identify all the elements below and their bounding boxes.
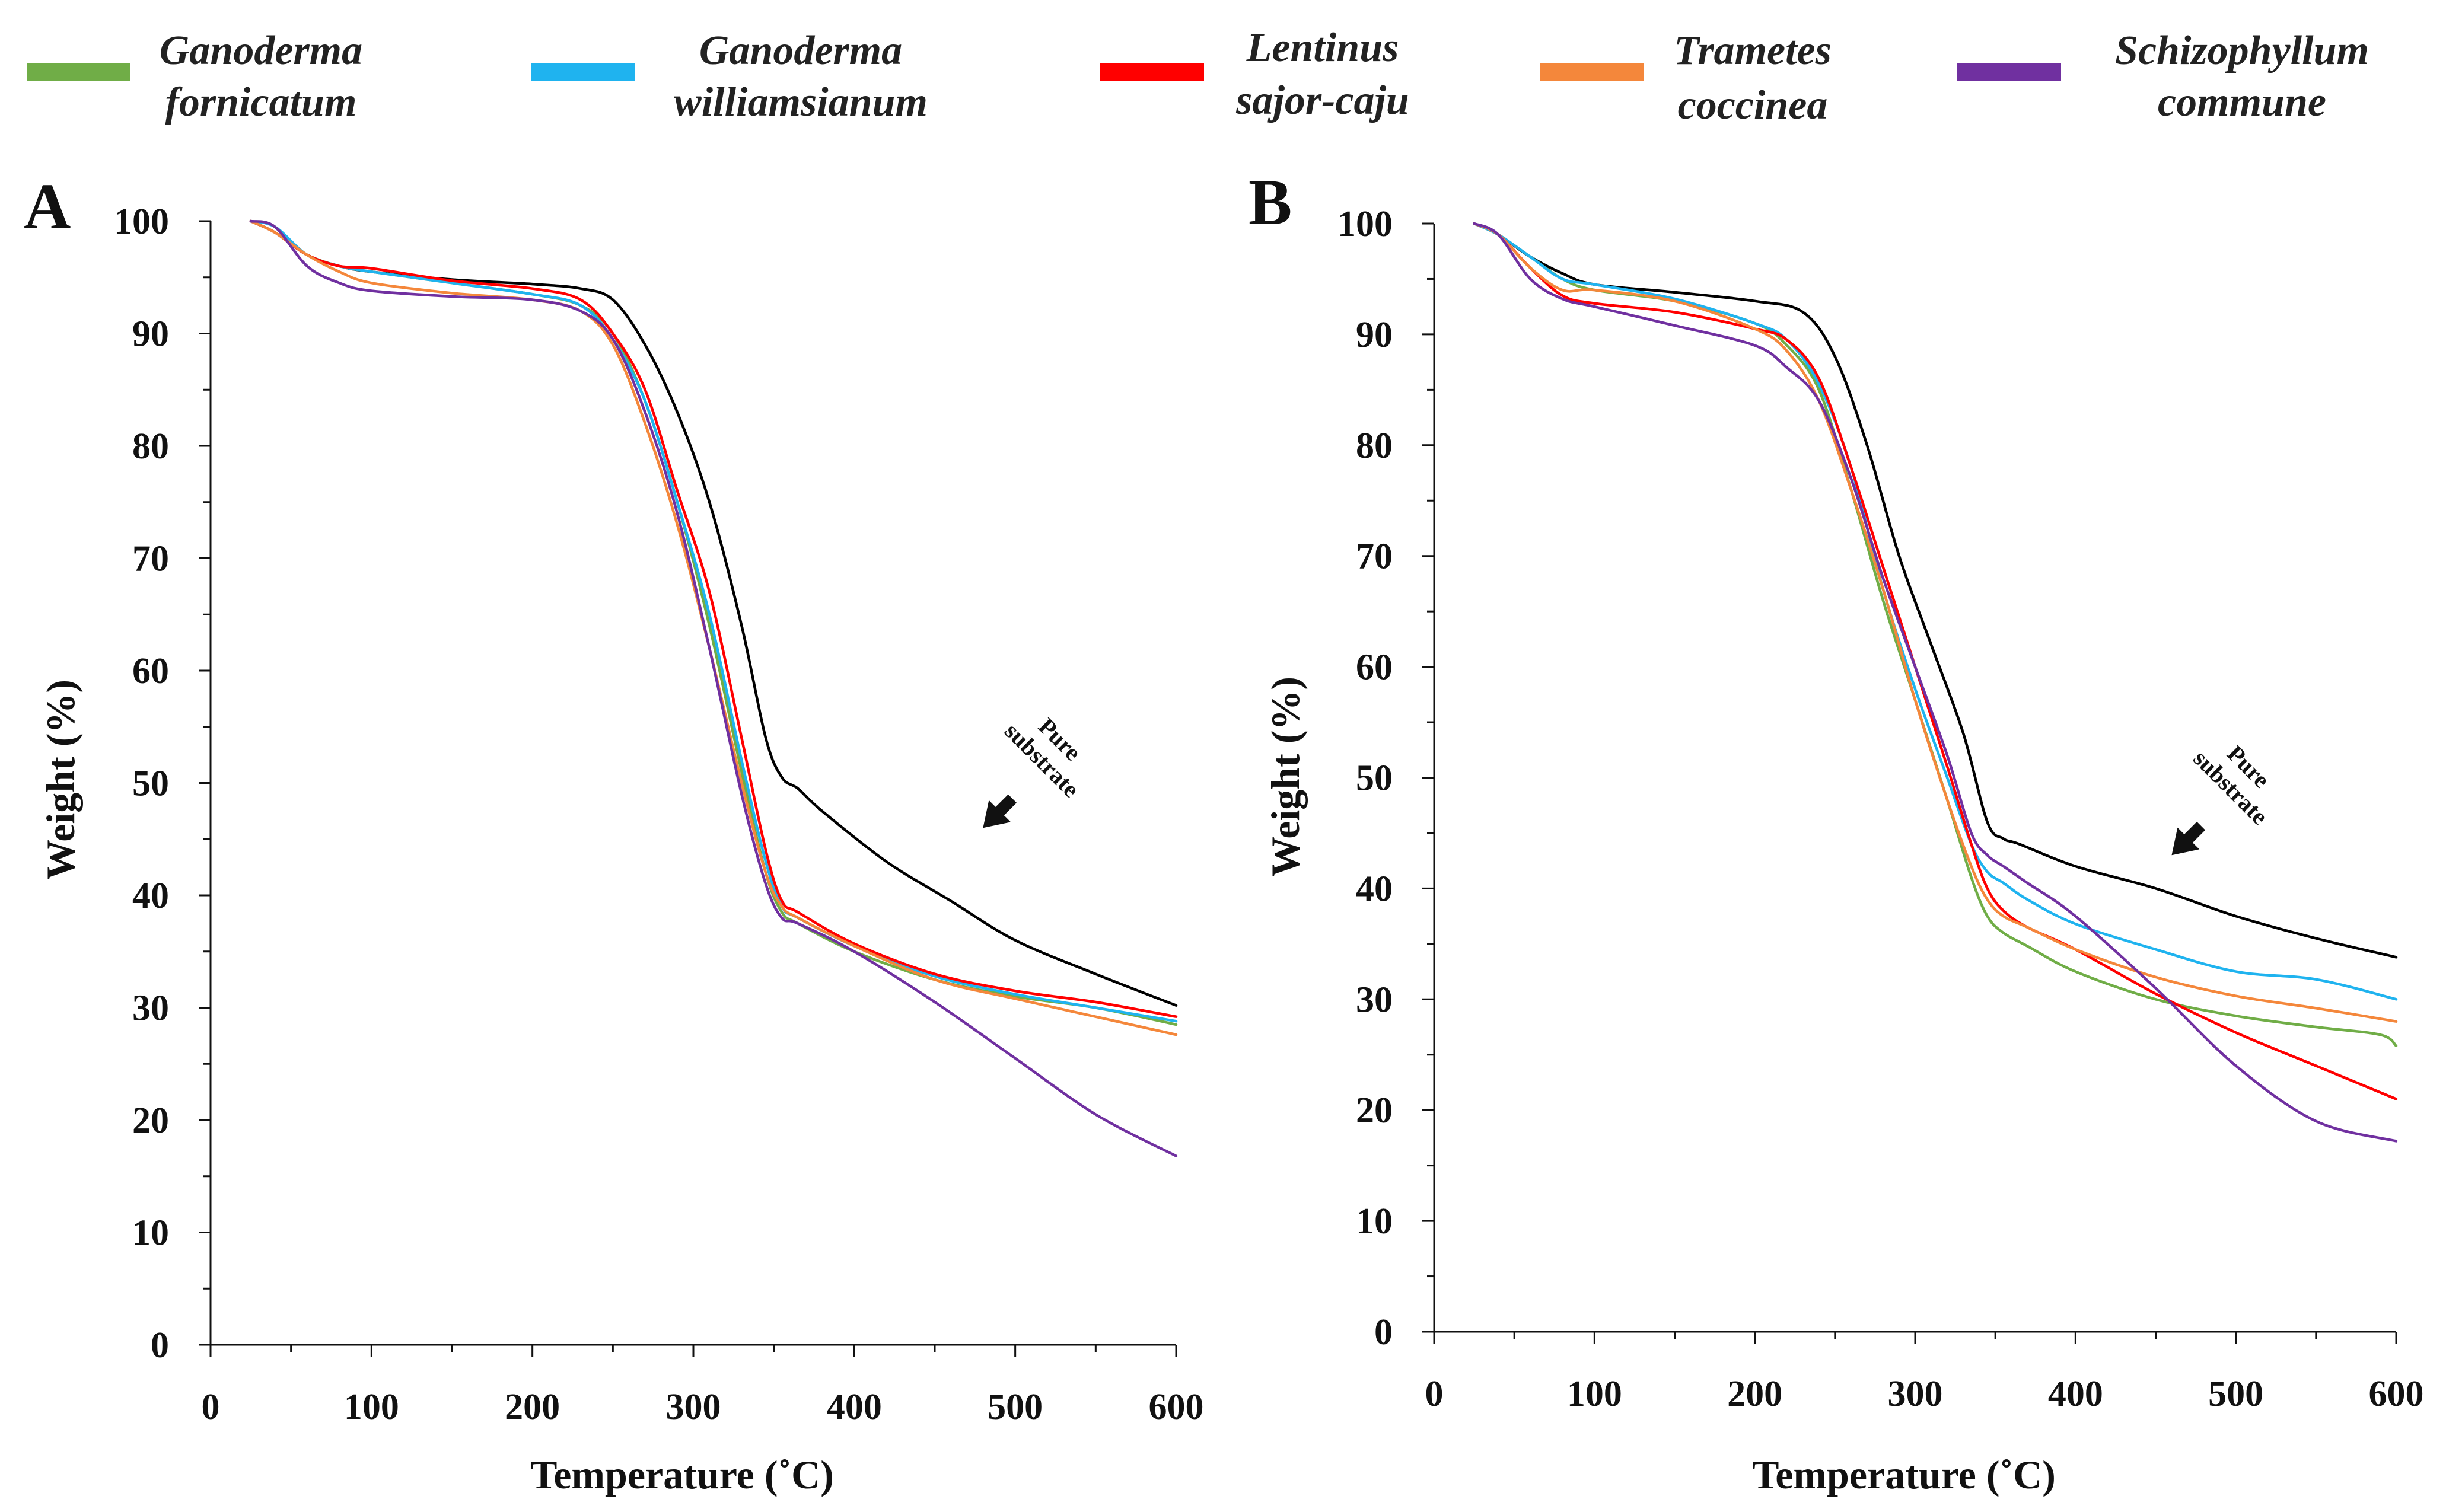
y-tick-label: 0 — [1374, 1312, 1393, 1352]
legend-swatch-ganoderma-williamsianum — [531, 63, 635, 81]
legend-label-line1: Ganoderma — [160, 28, 362, 74]
series-line-pure-substrate — [1473, 222, 2398, 959]
y-tick-label: 40 — [1356, 869, 1393, 909]
y-tick-label: 80 — [132, 426, 169, 467]
annotation-arrow-icon — [2171, 821, 2206, 856]
legend-item-ganoderma-fornicatum: Ganoderma fornicatum — [27, 28, 362, 125]
y-tick-label: 30 — [1356, 980, 1393, 1020]
y-tick-label: 50 — [132, 764, 169, 804]
x-tick-label: 0 — [1425, 1374, 1444, 1414]
y-tick-label: 80 — [1356, 426, 1393, 466]
series-line-lentinus-sajor-caju — [249, 219, 1178, 1018]
y-axis-title: Weight (%) — [1263, 677, 1308, 877]
x-tick-label: 400 — [2048, 1374, 2103, 1414]
chart-panel-b: B 0 10 20 30 40 50 60 70 80 90 100 0 100 200 300 400 500… — [1249, 166, 2424, 1497]
x-tick-label: 200 — [1727, 1374, 1782, 1414]
y-tick-label: 40 — [132, 876, 169, 916]
legend-label-line1: Trametes — [1674, 28, 1832, 74]
x-tick-label: 400 — [827, 1387, 882, 1427]
legend-label-line1: Lentinus — [1246, 25, 1399, 71]
x-tick-label: 100 — [1567, 1374, 1622, 1414]
y-tick-label: 10 — [1356, 1201, 1393, 1242]
y-tick-label: 70 — [132, 539, 169, 579]
y-tick-label: 20 — [132, 1100, 169, 1141]
y-tick-label: 10 — [132, 1213, 169, 1253]
x-axis-title: Temperature (˚C) — [530, 1452, 834, 1497]
y-tick-label: 90 — [1356, 315, 1393, 355]
legend-swatch-schizophyllum-commune — [1957, 63, 2061, 81]
x-tick-label: 600 — [1149, 1387, 1204, 1427]
axes: 0 10 20 30 40 50 60 70 80 90 100 0 100 200 300 400 500 60… — [1337, 204, 2424, 1414]
series-group — [1473, 222, 2398, 1143]
pure-substrate-annotation: Pure substrate — [2171, 740, 2275, 856]
legend-label-line1: Schizophyllum — [2115, 28, 2369, 74]
series-line-schizophyllum-commune — [1473, 222, 2398, 1143]
series-line-trametes-coccinea — [1473, 222, 2398, 1023]
x-tick-label: 600 — [2369, 1374, 2424, 1414]
legend-label-line2: commune — [2158, 79, 2326, 125]
y-tick-label: 60 — [1356, 647, 1393, 688]
x-axis-title: Temperature (˚C) — [1752, 1452, 2056, 1497]
y-tick-label: 100 — [1337, 204, 1393, 244]
legend-label-line1: Ganoderma — [699, 28, 902, 74]
x-tick-label: 300 — [666, 1387, 721, 1427]
y-tick-label: 20 — [1356, 1090, 1393, 1131]
pure-substrate-annotation: Pure substrate — [983, 713, 1087, 828]
annotation-arrow-icon — [983, 794, 1017, 828]
legend-item-schizophyllum-commune: Schizophyllum commune — [1957, 28, 2369, 125]
axes: 0 10 20 30 40 50 60 70 80 90 100 0 100 200 300 400 500 60… — [114, 202, 1204, 1427]
panel-label: A — [24, 170, 71, 243]
y-tick-label: 60 — [132, 651, 169, 691]
legend-swatch-ganoderma-fornicatum — [27, 63, 130, 81]
series-line-schizophyllum-commune — [249, 219, 1178, 1157]
x-tick-label: 200 — [505, 1387, 560, 1427]
y-tick-label: 50 — [1356, 758, 1393, 799]
x-tick-label: 500 — [2208, 1374, 2263, 1414]
y-tick-label: 90 — [132, 314, 169, 355]
legend-label-line2: fornicatum — [165, 79, 357, 125]
y-tick-label: 70 — [1356, 537, 1393, 577]
x-tick-label: 100 — [344, 1387, 399, 1427]
legend: Ganoderma fornicatum Ganoderma williamsi… — [27, 25, 2369, 128]
y-axis-title: Weight (%) — [38, 680, 83, 880]
series-line-ganoderma-williamsianum — [1473, 222, 2398, 1001]
y-tick-label: 100 — [114, 202, 169, 242]
x-tick-label: 300 — [1888, 1374, 1943, 1414]
chart-panel-a: A 0 10 20 30 40 50 60 70 80 90 100 0 100 200 300 400 500… — [24, 170, 1204, 1497]
series-line-lentinus-sajor-caju — [1473, 222, 2398, 1100]
y-tick-label: 30 — [132, 988, 169, 1029]
x-tick-label: 0 — [202, 1387, 220, 1427]
legend-label-line2: sajor-caju — [1235, 78, 1409, 123]
y-tick-label: 0 — [151, 1325, 169, 1366]
legend-swatch-trametes-coccinea — [1540, 63, 1644, 81]
legend-item-trametes-coccinea: Trametes coccinea — [1540, 28, 1832, 128]
legend-item-lentinus-sajor-caju: Lentinus sajor-caju — [1100, 25, 1409, 123]
legend-swatch-lentinus-sajor-caju — [1100, 63, 1204, 81]
series-line-ganoderma-williamsianum — [249, 219, 1178, 1023]
legend-label-line2: coccinea — [1678, 82, 1828, 128]
series-group — [249, 219, 1178, 1157]
x-tick-label: 500 — [988, 1387, 1043, 1427]
legend-label-line2: williamsianum — [674, 79, 928, 125]
legend-item-ganoderma-williamsianum: Ganoderma williamsianum — [531, 28, 928, 125]
panel-label: B — [1249, 166, 1292, 238]
series-line-ganoderma-fornicatum — [249, 219, 1178, 1026]
